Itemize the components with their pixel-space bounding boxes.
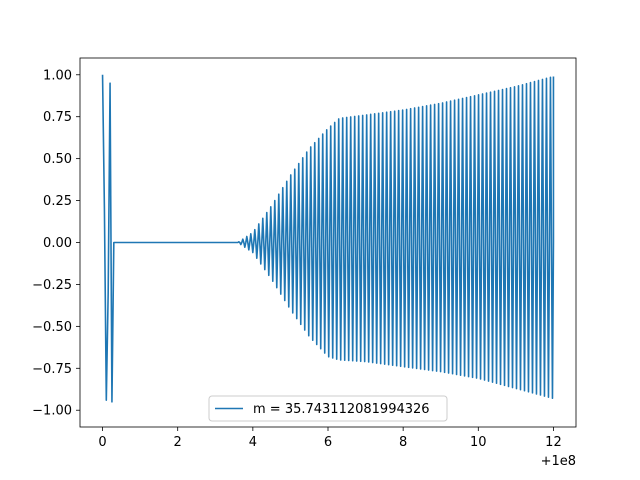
y-tick-label: −0.25	[32, 278, 72, 293]
legend-entry-label: m = 35.743112081994326	[253, 402, 430, 417]
y-tick-label: 0.00	[43, 236, 72, 251]
y-tick-label: −1.00	[32, 404, 72, 419]
y-tick-label: 1.00	[43, 68, 72, 83]
y-tick-label: 0.50	[43, 152, 72, 167]
y-tick-label: 0.25	[43, 194, 72, 209]
legend-box	[208, 395, 448, 422]
x-tick-label: 2	[174, 435, 182, 450]
x-tick-label: 4	[249, 435, 257, 450]
x-tick-label: 0	[98, 435, 106, 450]
y-tick-label: −0.75	[32, 362, 72, 377]
y-axis-ticks: −1.00 −0.75 −0.50 −0.25 0.00 0.25 0.50 0.75 1.00	[32, 68, 80, 419]
series-line	[101, 74, 555, 403]
x-axis-offset-label: +1e8	[541, 454, 576, 469]
y-tick-label: −0.50	[32, 320, 72, 335]
x-tick-label: 8	[399, 435, 407, 450]
x-axis-ticks: 0 2 4 6 8 10 12	[98, 427, 562, 450]
y-tick-label: 0.75	[43, 110, 72, 125]
x-tick-label: 10	[470, 435, 487, 450]
x-tick-label: 6	[324, 435, 332, 450]
x-tick-label: 12	[545, 435, 562, 450]
legend: m = 35.743112081994326	[208, 395, 448, 422]
